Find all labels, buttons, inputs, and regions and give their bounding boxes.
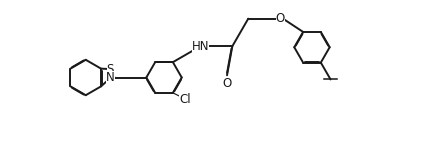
Text: S: S [107, 63, 114, 75]
Text: O: O [275, 12, 285, 25]
Text: O: O [222, 77, 232, 90]
Text: N: N [106, 71, 115, 84]
Text: HN: HN [192, 40, 209, 53]
Text: Cl: Cl [180, 93, 191, 106]
